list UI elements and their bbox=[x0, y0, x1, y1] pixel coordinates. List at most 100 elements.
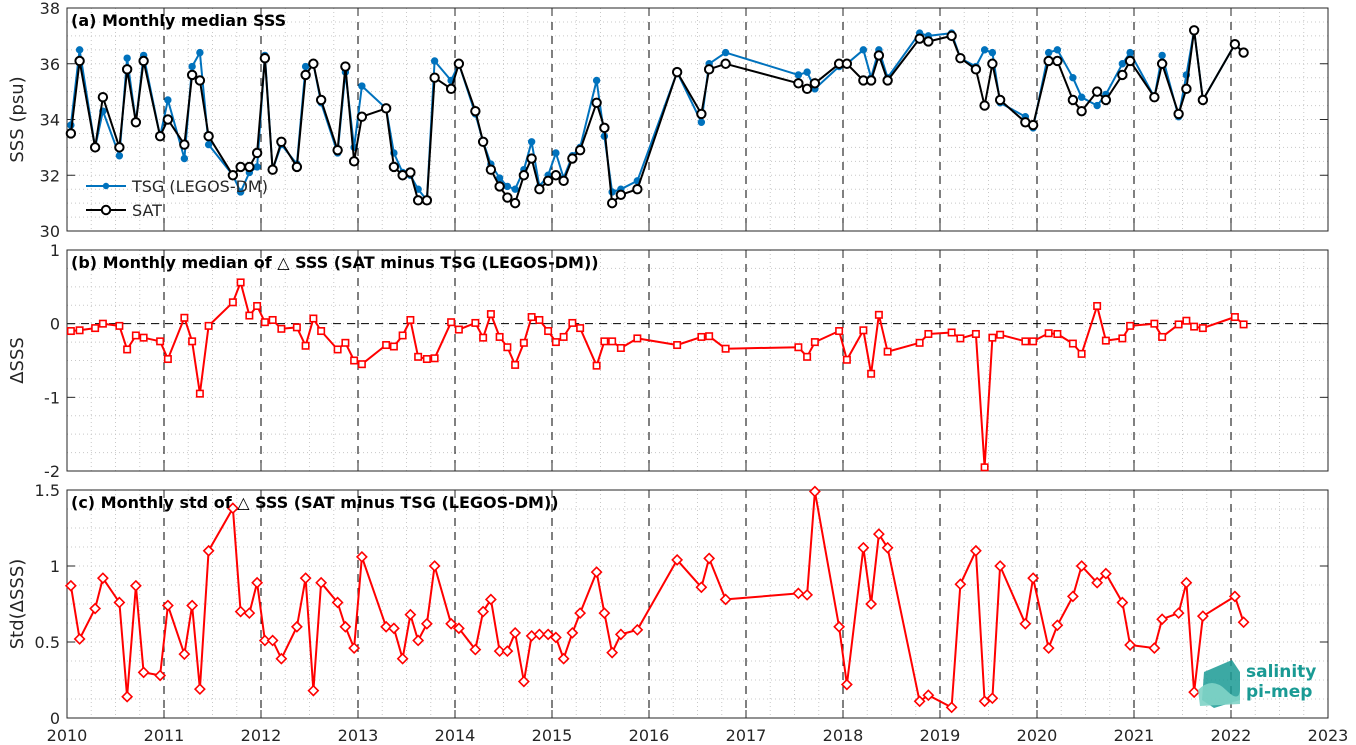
data-point bbox=[236, 188, 245, 196]
data-point bbox=[315, 576, 328, 589]
data-point bbox=[527, 138, 536, 146]
data-point bbox=[350, 356, 359, 365]
data-point bbox=[996, 330, 1005, 339]
data-point bbox=[566, 626, 579, 639]
data-point bbox=[1238, 47, 1249, 58]
data-point bbox=[404, 608, 417, 621]
x-tick-label: 2015 bbox=[532, 726, 573, 745]
data-point bbox=[1118, 334, 1127, 343]
data-point bbox=[195, 389, 204, 398]
data-point bbox=[697, 332, 706, 341]
data-point bbox=[1188, 686, 1201, 699]
data-point bbox=[803, 68, 811, 76]
data-point bbox=[673, 341, 682, 350]
data-point bbox=[1174, 320, 1183, 329]
data-point bbox=[970, 64, 982, 75]
data-point bbox=[608, 337, 617, 346]
data-point bbox=[1156, 58, 1168, 69]
data-point bbox=[1042, 642, 1055, 655]
data-point bbox=[477, 136, 489, 148]
data-point bbox=[1237, 616, 1250, 629]
data-point bbox=[113, 596, 126, 609]
data-point bbox=[705, 332, 714, 341]
data-point bbox=[1051, 619, 1064, 632]
data-point bbox=[331, 596, 344, 609]
y-axis-label: ΔSSS bbox=[7, 337, 28, 384]
data-point bbox=[161, 599, 174, 612]
grid bbox=[67, 250, 1328, 471]
data-point bbox=[388, 161, 400, 173]
data-point bbox=[1099, 567, 1112, 580]
data-point bbox=[576, 324, 585, 333]
y-tick-label: 0 bbox=[50, 709, 60, 728]
y-tick-label: 30 bbox=[40, 222, 60, 241]
data-point bbox=[154, 131, 166, 142]
data-point bbox=[131, 331, 140, 340]
data-point bbox=[527, 313, 536, 322]
y-tick-label: 1 bbox=[50, 557, 60, 576]
y-tick-label: 1 bbox=[50, 241, 60, 260]
data-point bbox=[97, 92, 109, 103]
data-point bbox=[341, 338, 350, 347]
data-point bbox=[245, 311, 254, 320]
data-point bbox=[430, 354, 439, 363]
data-point bbox=[988, 48, 997, 57]
data-point bbox=[1126, 48, 1134, 57]
data-point bbox=[420, 617, 433, 630]
data-point bbox=[154, 669, 167, 682]
data-point bbox=[1044, 48, 1053, 57]
data-point bbox=[703, 64, 715, 75]
data-point bbox=[1075, 560, 1088, 572]
x-tick-label: 2022 bbox=[1211, 726, 1252, 745]
data-point bbox=[924, 329, 933, 338]
data-point bbox=[317, 327, 326, 336]
data-point bbox=[203, 131, 214, 142]
data-point bbox=[380, 103, 392, 114]
data-point bbox=[396, 652, 409, 665]
data-point bbox=[833, 620, 846, 633]
data-point bbox=[422, 355, 431, 364]
data-point bbox=[75, 326, 84, 335]
data-point bbox=[333, 345, 342, 354]
data-point bbox=[186, 599, 199, 612]
data-point bbox=[1158, 332, 1167, 341]
data-point bbox=[549, 631, 562, 644]
data-point bbox=[696, 108, 707, 120]
year-lines bbox=[163, 250, 1232, 471]
y-tick-label: -2 bbox=[44, 462, 60, 481]
data-point bbox=[671, 553, 684, 566]
data-point bbox=[922, 689, 935, 702]
data-point bbox=[873, 50, 885, 61]
data-point bbox=[1156, 613, 1169, 626]
data-point bbox=[978, 695, 991, 708]
data-point bbox=[1239, 320, 1248, 329]
data-point bbox=[1158, 51, 1166, 60]
data-point bbox=[792, 587, 805, 600]
data-point bbox=[1077, 93, 1086, 101]
data-point bbox=[872, 528, 885, 541]
x-tick-label: 2010 bbox=[47, 726, 88, 745]
data-point bbox=[445, 617, 458, 630]
data-point bbox=[542, 175, 554, 187]
x-tick-label: 2013 bbox=[338, 726, 379, 745]
data-point bbox=[228, 298, 237, 307]
data-point bbox=[881, 541, 894, 554]
panel-a: 30 32 34 36 38 SSS (psu) (a) Monthly median SS… bbox=[7, 0, 1329, 241]
data-point bbox=[793, 78, 804, 89]
series-delta bbox=[64, 485, 1250, 714]
data-point bbox=[606, 646, 619, 659]
data-point bbox=[986, 692, 999, 705]
data-point bbox=[356, 111, 368, 122]
plot-background bbox=[67, 8, 1328, 231]
data-point bbox=[923, 36, 934, 47]
data-point bbox=[600, 337, 609, 346]
data-point bbox=[955, 52, 966, 64]
axes-box bbox=[66, 489, 1329, 719]
series-delta bbox=[66, 278, 1248, 472]
data-point bbox=[98, 319, 107, 328]
data-point bbox=[519, 338, 528, 347]
data-point bbox=[291, 161, 303, 173]
y-axis-label: Std(ΔSSS) bbox=[7, 559, 28, 650]
data-point bbox=[592, 361, 601, 370]
